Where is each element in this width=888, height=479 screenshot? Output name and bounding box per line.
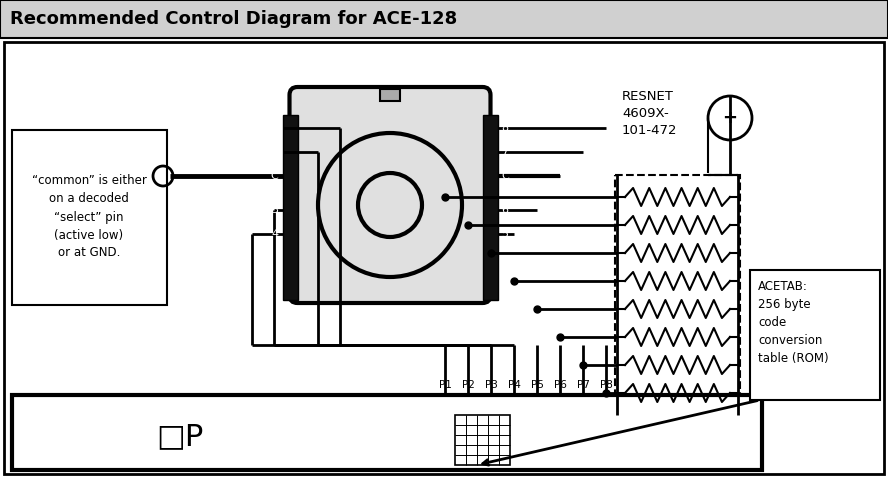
Text: +: + [723, 109, 738, 127]
Text: C: C [502, 171, 509, 181]
Text: P1: P1 [439, 380, 451, 390]
Bar [455, 415, 510, 465]
Text: 7: 7 [502, 147, 509, 157]
Text: 2: 2 [272, 147, 279, 157]
Text: P5: P5 [530, 380, 543, 390]
Text: “common” is either
on a decoded
“select” pin
(active low)
or at GND.: “common” is either on a decoded “select”… [32, 174, 147, 260]
Text: Recommended Control Diagram for ACE-128: Recommended Control Diagram for ACE-128 [10, 10, 457, 28]
Text: P6: P6 [553, 380, 567, 390]
Bar [615, 175, 740, 415]
Text: ACETAB:
256 byte
code
conversion
table (ROM): ACETAB: 256 byte code conversion table (… [758, 280, 829, 365]
Text: P8: P8 [599, 380, 613, 390]
Text: 5: 5 [502, 229, 509, 239]
Bar [0, 0, 888, 38]
Bar [12, 395, 762, 470]
Text: P4: P4 [508, 380, 520, 390]
Text: P2: P2 [462, 380, 474, 390]
Bar [482, 115, 497, 300]
Text: P7: P7 [576, 380, 590, 390]
Text: 6: 6 [502, 205, 509, 215]
Bar [750, 270, 880, 400]
Text: 3: 3 [272, 205, 279, 215]
Bar [12, 130, 167, 305]
FancyBboxPatch shape [289, 87, 490, 303]
Text: □P: □P [156, 422, 203, 452]
Text: 1: 1 [272, 123, 279, 133]
Text: 4: 4 [272, 229, 279, 239]
Text: P3: P3 [485, 380, 497, 390]
Text: 8: 8 [502, 123, 509, 133]
Bar [380, 89, 400, 101]
Bar [282, 115, 297, 300]
Text: RESNET
4609X-
101-472: RESNET 4609X- 101-472 [622, 90, 678, 137]
Text: C: C [271, 171, 279, 181]
